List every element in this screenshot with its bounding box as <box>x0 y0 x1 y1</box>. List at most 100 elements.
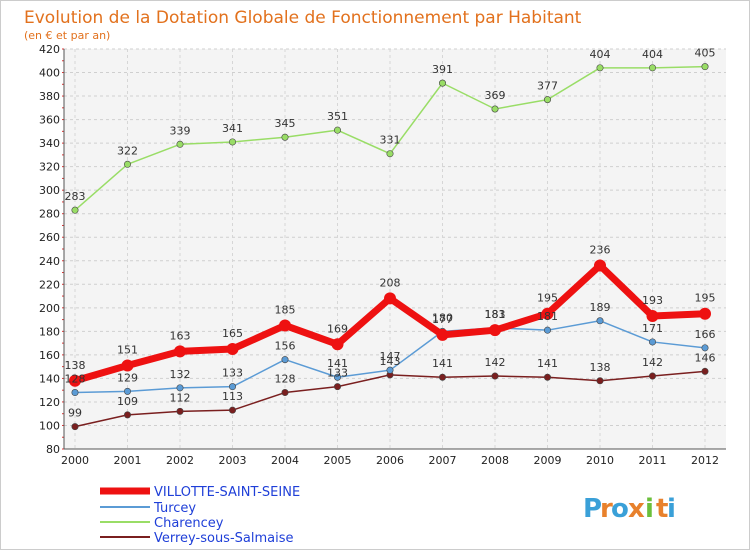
data-point-villotte-saint-seine <box>384 292 396 305</box>
data-point-turcey <box>701 344 709 352</box>
data-label-verrey-sous-salmaise: 138 <box>590 361 611 374</box>
plot-area <box>64 49 726 449</box>
data-point-charencey <box>333 126 341 134</box>
data-label-verrey-sous-salmaise: 142 <box>642 356 663 369</box>
data-label-verrey-sous-salmaise: 113 <box>222 390 243 403</box>
data-point-verrey-sous-salmaise <box>701 367 709 375</box>
data-point-villotte-saint-seine <box>436 328 449 341</box>
x-tick-label: 2002 <box>166 454 194 467</box>
y-tick-label: 240 <box>39 255 60 268</box>
data-label-verrey-sous-salmaise: 141 <box>537 357 558 370</box>
x-tick-label: 2000 <box>61 454 89 467</box>
data-label-turcey: 147 <box>380 350 401 363</box>
x-tick-label: 2004 <box>271 454 299 467</box>
data-label-verrey-sous-salmaise: 142 <box>485 356 506 369</box>
data-point-villotte-saint-seine <box>646 310 659 323</box>
data-label-villotte-saint-seine: 151 <box>117 343 138 356</box>
data-point-villotte-saint-seine <box>174 345 186 358</box>
data-label-charencey: 405 <box>695 47 716 60</box>
data-label-turcey: 171 <box>642 322 663 335</box>
data-point-turcey <box>333 373 341 381</box>
data-point-charencey <box>281 133 289 141</box>
data-label-villotte-saint-seine: 195 <box>695 292 716 305</box>
data-point-villotte-saint-seine <box>699 307 711 320</box>
data-point-villotte-saint-seine <box>489 324 501 337</box>
data-point-verrey-sous-salmaise <box>648 372 656 380</box>
data-label-verrey-sous-salmaise: 99 <box>68 407 82 420</box>
data-label-verrey-sous-salmaise: 143 <box>380 355 401 368</box>
data-point-charencey <box>648 64 656 72</box>
data-point-verrey-sous-salmaise <box>176 407 184 415</box>
data-point-verrey-sous-salmaise <box>71 423 79 431</box>
data-label-villotte-saint-seine: 163 <box>170 329 191 342</box>
x-tick-label: 2003 <box>219 454 247 467</box>
data-point-charencey <box>176 140 184 148</box>
data-label-villotte-saint-seine: 195 <box>537 292 558 305</box>
data-label-villotte-saint-seine: 208 <box>380 276 401 289</box>
data-point-verrey-sous-salmaise <box>124 411 132 419</box>
logo-letter: o <box>611 494 629 524</box>
data-label-charencey: 404 <box>590 48 611 61</box>
x-tick-label: 2006 <box>376 454 404 467</box>
data-label-turcey: 141 <box>327 357 348 370</box>
data-label-charencey: 322 <box>117 144 138 157</box>
data-point-turcey <box>596 317 604 325</box>
x-tick-label: 2011 <box>639 454 667 467</box>
data-point-verrey-sous-salmaise <box>438 373 446 381</box>
axes: 80 100 120 140 160 180 200 220 240 260 280 300 320 34… <box>39 43 726 467</box>
data-label-verrey-sous-salmaise: 128 <box>275 373 296 386</box>
data-label-turcey: 133 <box>222 367 243 380</box>
data-point-turcey <box>71 389 79 397</box>
y-tick-label: 320 <box>39 161 60 174</box>
y-tick-label: 180 <box>39 325 60 338</box>
y-tick-label: 160 <box>39 349 60 362</box>
data-label-verrey-sous-salmaise: 109 <box>117 395 138 408</box>
data-label-villotte-saint-seine: 236 <box>590 243 611 256</box>
data-label-turcey: 166 <box>695 328 716 341</box>
data-point-charencey <box>701 63 709 71</box>
data-point-turcey <box>648 338 656 346</box>
data-label-charencey: 331 <box>380 134 401 147</box>
data-point-turcey <box>124 387 132 395</box>
data-label-charencey: 341 <box>222 122 243 135</box>
logo-letter: r <box>600 494 613 524</box>
data-point-turcey <box>543 326 551 334</box>
logo-letter: i <box>667 494 676 524</box>
data-label-turcey: 180 <box>432 311 453 324</box>
y-tick-label: 100 <box>39 419 60 432</box>
y-tick-label: 400 <box>39 67 60 80</box>
data-point-verrey-sous-salmaise <box>596 377 604 385</box>
x-tick-label: 2012 <box>691 454 719 467</box>
y-tick-label: 120 <box>39 396 60 409</box>
data-label-turcey: 189 <box>590 301 611 314</box>
data-label-verrey-sous-salmaise: 146 <box>695 351 716 364</box>
data-label-charencey: 391 <box>432 63 453 76</box>
data-label-charencey: 339 <box>170 124 191 137</box>
data-point-charencey <box>229 138 237 146</box>
data-point-charencey <box>438 79 446 87</box>
y-tick-label: 300 <box>39 184 60 197</box>
data-point-turcey <box>281 356 289 364</box>
x-tick-label: 2007 <box>429 454 457 467</box>
y-tick-label: 80 <box>46 443 60 456</box>
legend-label-charencey: Charencey <box>154 516 224 531</box>
data-point-verrey-sous-salmaise <box>229 406 237 414</box>
data-label-villotte-saint-seine: 181 <box>485 308 506 321</box>
legend-label-villotte: VILLOTTE-SAINT-SEINE <box>154 485 300 500</box>
data-label-charencey: 283 <box>65 190 86 203</box>
data-point-charencey <box>596 64 604 72</box>
data-label-turcey: 181 <box>537 310 558 323</box>
data-label-charencey: 369 <box>485 89 506 102</box>
x-tick-label: 2001 <box>114 454 142 467</box>
logo-letter: x <box>628 494 645 524</box>
logo-letter: P <box>583 494 602 524</box>
chart-subtitle: (en € et par an) <box>24 29 110 42</box>
data-point-charencey <box>491 105 499 113</box>
y-tick-label: 280 <box>39 208 60 221</box>
data-label-charencey: 351 <box>327 110 348 123</box>
legend-label-turcey: Turcey <box>153 501 196 516</box>
x-tick-label: 2010 <box>586 454 614 467</box>
data-label-charencey: 345 <box>275 117 296 130</box>
data-point-charencey <box>124 160 132 168</box>
